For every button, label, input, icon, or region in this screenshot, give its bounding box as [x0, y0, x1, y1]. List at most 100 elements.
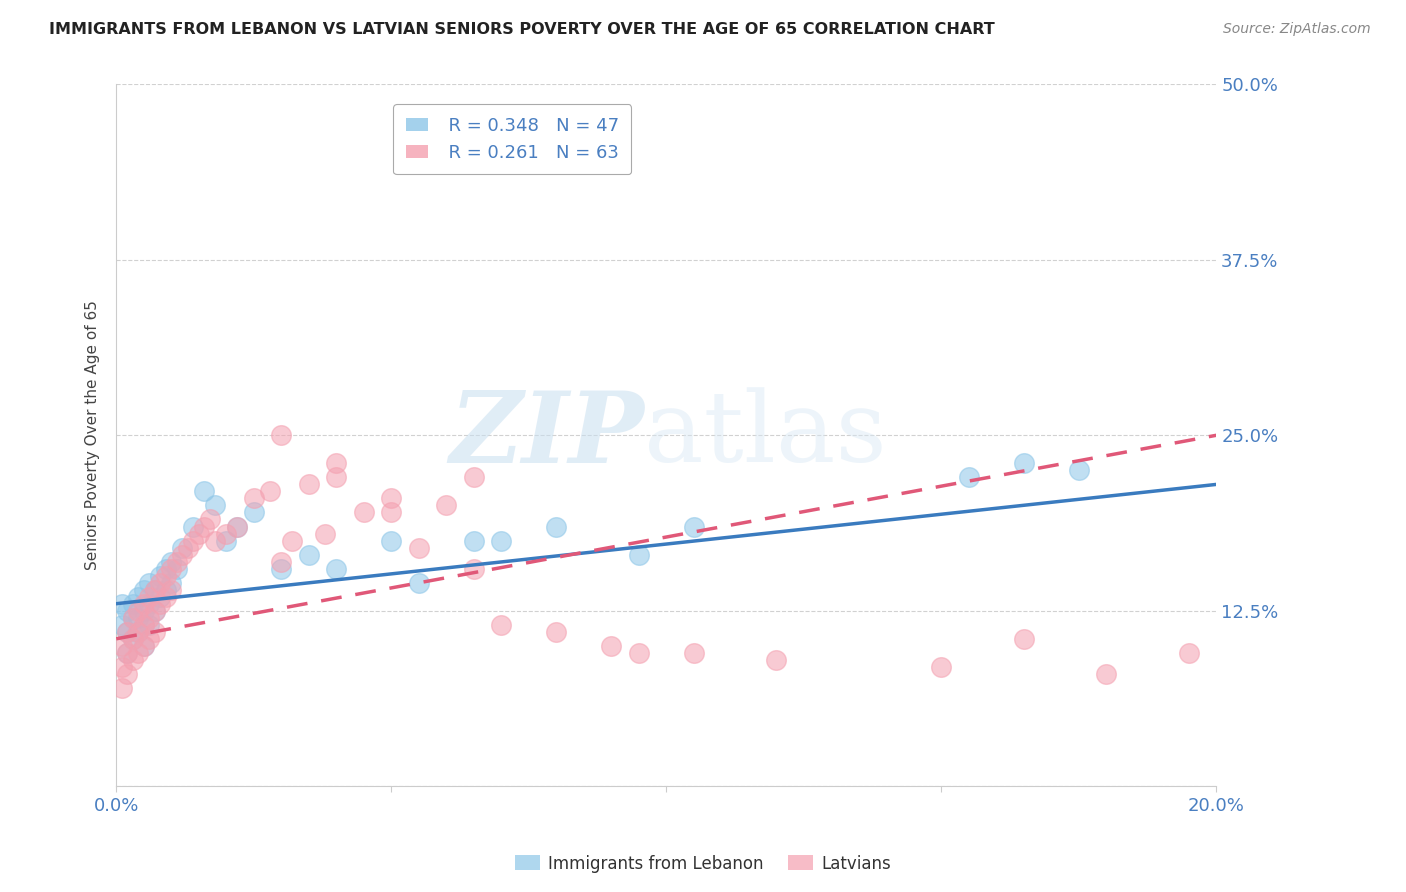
Point [491, 617, 513, 632]
Point [166, 561, 188, 575]
Point [627, 548, 650, 562]
Point [226, 519, 249, 533]
Point [491, 533, 513, 548]
Point [177, 541, 200, 555]
Point [117, 624, 139, 639]
Point [149, 590, 172, 604]
Point [198, 512, 221, 526]
Point [160, 555, 183, 569]
Point [121, 611, 143, 625]
Point [226, 519, 249, 533]
Point [121, 632, 143, 646]
Point [149, 597, 172, 611]
Point [111, 597, 134, 611]
Point [259, 484, 281, 499]
Point [143, 582, 166, 597]
Point [270, 428, 292, 442]
Point [132, 604, 155, 618]
Point [138, 632, 160, 646]
Point [138, 597, 160, 611]
Point [298, 477, 321, 491]
Point [117, 624, 139, 639]
Point [132, 639, 155, 653]
Point [1178, 646, 1201, 660]
Point [127, 646, 149, 660]
Point [149, 575, 172, 590]
Point [127, 624, 149, 639]
Point [132, 617, 155, 632]
Point [121, 632, 143, 646]
Point [380, 491, 402, 506]
Point [353, 506, 375, 520]
Point [546, 519, 568, 533]
Point [380, 506, 402, 520]
Point [181, 533, 204, 548]
Legend:   R = 0.348   N = 47,   R = 0.261   N = 63: R = 0.348 N = 47, R = 0.261 N = 63 [394, 104, 631, 174]
Point [117, 666, 139, 681]
Point [314, 526, 336, 541]
Point [172, 548, 194, 562]
Point [325, 470, 347, 484]
Point [121, 653, 143, 667]
Point [600, 639, 623, 653]
Point [111, 681, 134, 695]
Point [215, 533, 238, 548]
Point [1012, 632, 1035, 646]
Point [166, 555, 188, 569]
Point [1067, 463, 1090, 477]
Point [242, 506, 264, 520]
Point [127, 611, 149, 625]
Point [380, 533, 402, 548]
Point [143, 604, 166, 618]
Point [187, 526, 209, 541]
Point [204, 533, 226, 548]
Text: ZIP: ZIP [450, 387, 644, 483]
Point [155, 561, 177, 575]
Point [143, 624, 166, 639]
Point [121, 597, 143, 611]
Point [121, 611, 143, 625]
Point [957, 470, 980, 484]
Point [463, 561, 485, 575]
Point [143, 582, 166, 597]
Point [138, 617, 160, 632]
Point [325, 456, 347, 470]
Point [155, 590, 177, 604]
Point [127, 624, 149, 639]
Point [132, 617, 155, 632]
Point [160, 575, 183, 590]
Point [463, 470, 485, 484]
Point [117, 604, 139, 618]
Point [270, 555, 292, 569]
Point [160, 582, 183, 597]
Point [117, 646, 139, 660]
Point [929, 660, 952, 674]
Point [117, 646, 139, 660]
Point [111, 639, 134, 653]
Point [215, 526, 238, 541]
Point [270, 561, 292, 575]
Text: IMMIGRANTS FROM LEBANON VS LATVIAN SENIORS POVERTY OVER THE AGE OF 65 CORRELATIO: IMMIGRANTS FROM LEBANON VS LATVIAN SENIO… [49, 22, 995, 37]
Point [546, 624, 568, 639]
Point [682, 519, 704, 533]
Point [408, 541, 430, 555]
Point [1012, 456, 1035, 470]
Point [193, 519, 215, 533]
Point [138, 611, 160, 625]
Point [682, 646, 704, 660]
Point [138, 590, 160, 604]
Point [408, 575, 430, 590]
Point [627, 646, 650, 660]
Point [132, 639, 155, 653]
Point [172, 541, 194, 555]
Point [155, 568, 177, 582]
Point [127, 604, 149, 618]
Point [434, 499, 457, 513]
Text: Source: ZipAtlas.com: Source: ZipAtlas.com [1223, 22, 1371, 37]
Point [132, 582, 155, 597]
Point [138, 575, 160, 590]
Point [155, 582, 177, 597]
Point [181, 519, 204, 533]
Point [242, 491, 264, 506]
Point [325, 561, 347, 575]
